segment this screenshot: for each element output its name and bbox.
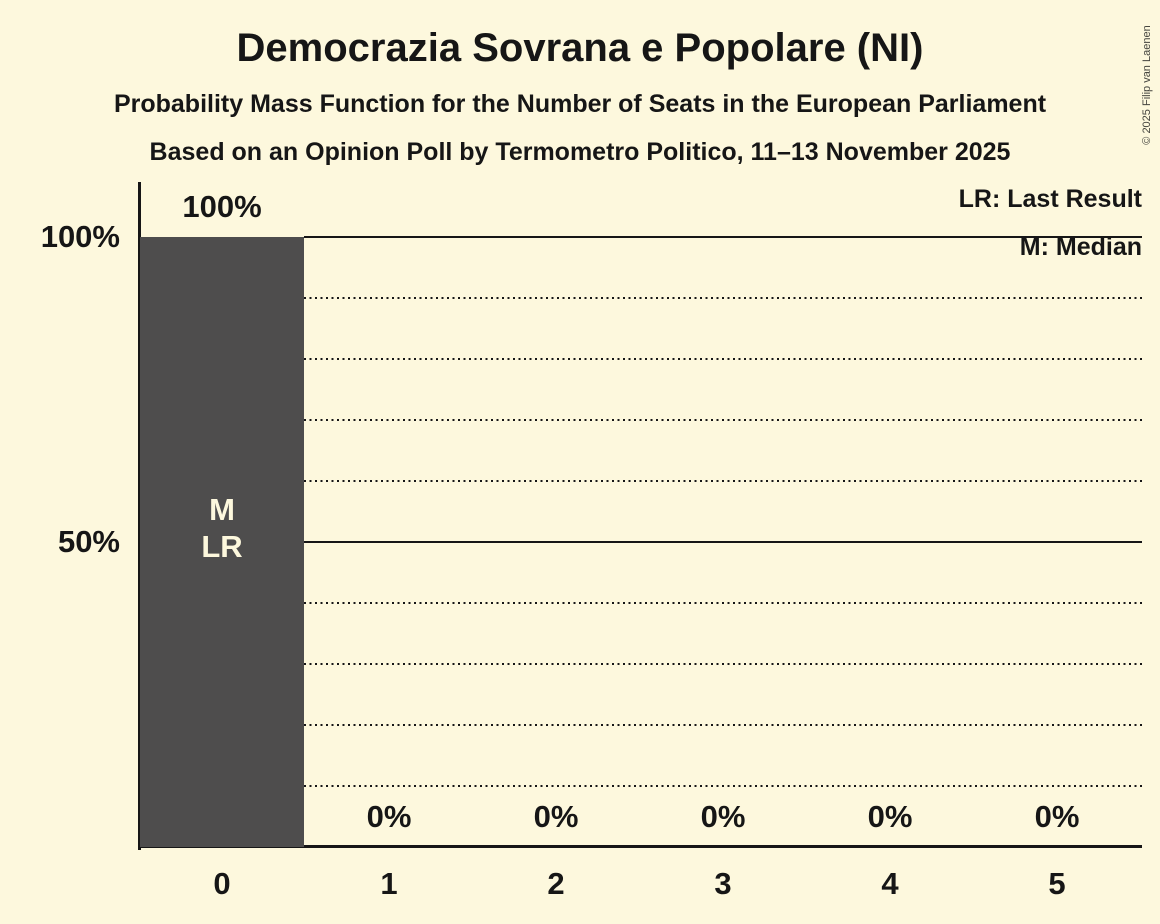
gridline-dotted-30 — [304, 663, 1142, 665]
x-axis-label-0: 0 — [213, 866, 231, 901]
chart-source-line: Based on an Opinion Poll by Termometro P… — [149, 138, 1011, 166]
gridline-dotted-90 — [304, 297, 1142, 299]
gridline-dotted-10 — [304, 785, 1142, 787]
x-axis-label-5: 5 — [1048, 866, 1066, 901]
bar-value-label-3: 0% — [700, 799, 746, 834]
x-axis — [138, 845, 1142, 848]
annotation-lr: LR — [201, 529, 243, 564]
x-axis-label-2: 2 — [547, 866, 565, 901]
copyright-notice: © 2025 Filip van Laenen — [1141, 25, 1153, 145]
x-axis-label-1: 1 — [380, 866, 398, 901]
gridline-dotted-40 — [304, 602, 1142, 604]
x-axis-label-3: 3 — [714, 866, 732, 901]
gridline-solid-100 — [304, 235, 1142, 239]
gridline-dotted-80 — [304, 358, 1142, 360]
chart-title: Democrazia Sovrana e Popolare (NI) — [236, 26, 924, 70]
legend-last-result: LR: Last Result — [958, 185, 1142, 213]
bar-seats-0 — [140, 237, 304, 847]
annotation-m: M — [209, 492, 235, 527]
bar-annotation: M LR — [140, 491, 304, 565]
bar-value-label-2: 0% — [533, 799, 579, 834]
gridline-dotted-70 — [304, 419, 1142, 421]
chart-subtitle: Probability Mass Function for the Number… — [113, 90, 1047, 118]
gridline-dotted-60 — [304, 480, 1142, 482]
gridline-dotted-20 — [304, 724, 1142, 726]
y-axis — [138, 182, 141, 850]
bar-value-label-0: 100% — [182, 189, 262, 224]
gridline-solid-50 — [304, 540, 1142, 544]
y-axis-label-100: 100% — [40, 219, 120, 254]
bar-value-label-4: 0% — [867, 799, 913, 834]
y-axis-label-50: 50% — [57, 524, 120, 559]
bar-value-label-5: 0% — [1034, 799, 1080, 834]
bar-value-label-1: 0% — [366, 799, 412, 834]
x-axis-label-4: 4 — [881, 866, 899, 901]
